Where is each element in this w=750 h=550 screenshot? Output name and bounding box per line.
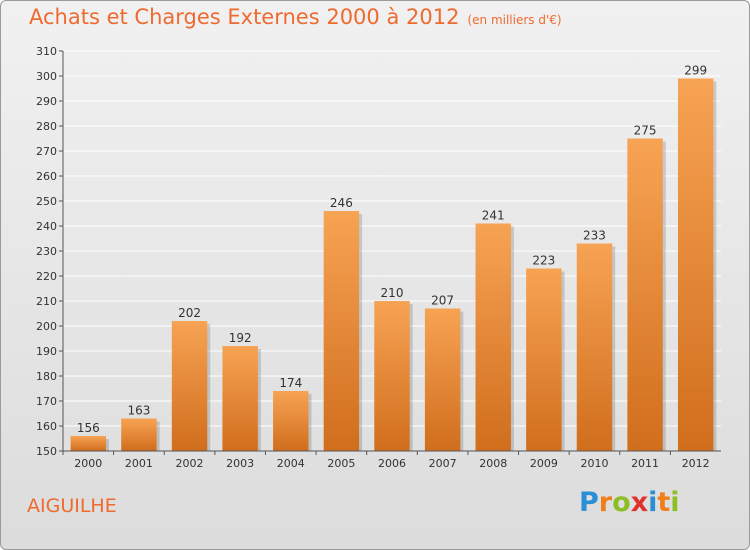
data-label-2008: 241: [482, 209, 505, 223]
y-tick-label: 240: [36, 220, 57, 233]
data-label-2006: 210: [381, 286, 404, 300]
y-tick-label: 270: [36, 145, 57, 158]
chart-subtitle: (en milliers d'€): [467, 13, 562, 27]
chart-title: Achats et Charges Externes 2000 à 2012 (e…: [29, 5, 562, 29]
data-label-2011: 275: [634, 124, 657, 138]
y-tick-label: 300: [36, 70, 57, 83]
y-tick-label: 310: [36, 45, 57, 58]
bar-2002: [171, 321, 208, 451]
x-tick-label-2007: 2007: [429, 457, 457, 470]
bar-2006: [374, 301, 410, 451]
bar-2000: [70, 436, 107, 451]
data-label-2001: 163: [127, 404, 150, 418]
y-axis: 150 160 170 180 190 200 210 220 230 240 250 260 270 2…: [36, 45, 64, 458]
y-tick-label: 170: [36, 395, 57, 408]
y-tick-label: 230: [36, 245, 57, 258]
y-tick-label: 260: [36, 170, 57, 183]
x-tick-label-2005: 2005: [327, 457, 355, 470]
bar-2007: [424, 308, 461, 451]
data-label-2010: 233: [583, 229, 606, 243]
x-tick-label-2011: 2011: [631, 457, 659, 470]
place-name: AIGUILHE: [27, 495, 117, 517]
chart-title-text: Achats et Charges Externes 2000 à 2012: [29, 5, 460, 29]
bar-2005: [323, 211, 360, 451]
x-tick-label-2009: 2009: [530, 457, 558, 470]
x-tick-label-2012: 2012: [682, 457, 710, 470]
bar-2004: [273, 391, 309, 451]
data-label-2004: 174: [279, 376, 302, 390]
logo-letter: x: [630, 487, 649, 518]
x-tick-label-2003: 2003: [226, 457, 254, 470]
x-axis: 2000 2001 2002 2003 2004 2005 2006 2007 2008 2009…: [62, 450, 721, 470]
y-tick-label: 290: [36, 95, 57, 108]
y-tick-label: 190: [36, 345, 57, 358]
logo-letter: o: [612, 487, 631, 518]
data-label-2002: 202: [178, 306, 201, 320]
proxiti-logo: Proxiti: [579, 487, 680, 518]
x-tick-label-2000: 2000: [74, 457, 102, 470]
logo-letter: t: [657, 487, 671, 518]
y-tick-label: 250: [36, 195, 57, 208]
logo-letter: i: [670, 487, 680, 518]
logo-letter: r: [598, 487, 613, 518]
data-label-2000: 156: [77, 421, 100, 435]
data-label-2009: 223: [532, 254, 555, 268]
data-label-2007: 207: [431, 294, 454, 308]
bar-2009: [526, 268, 562, 451]
x-tick-label-2010: 2010: [580, 457, 608, 470]
y-tick-label: 220: [36, 270, 57, 283]
data-label-2003: 192: [229, 331, 252, 345]
x-tick-label-2006: 2006: [378, 457, 406, 470]
y-tick-label: 200: [36, 320, 57, 333]
bar-2008: [475, 223, 511, 451]
y-tick-label: 280: [36, 120, 57, 133]
bar-2012: [677, 78, 714, 451]
logo-letter: P: [579, 487, 599, 518]
data-label-2012: 299: [684, 64, 707, 78]
y-tick-label: 150: [36, 445, 57, 458]
y-tick-label: 210: [36, 295, 57, 308]
x-tick-label-2004: 2004: [277, 457, 305, 470]
x-tick-label-2002: 2002: [176, 457, 204, 470]
bar-2011: [627, 138, 663, 451]
bars: 156 163 202 192 174 246 210 207 241 223 233 275 299: [70, 64, 717, 451]
x-tick-label-2001: 2001: [125, 457, 153, 470]
logo-letter: i: [648, 487, 658, 518]
bar-2001: [121, 418, 157, 451]
x-tick-label-2008: 2008: [479, 457, 507, 470]
bar-2010: [576, 243, 613, 451]
bar-2003: [222, 346, 258, 451]
y-tick-label: 180: [36, 370, 57, 383]
data-label-2005: 246: [330, 196, 353, 210]
y-tick-label: 160: [36, 420, 57, 433]
